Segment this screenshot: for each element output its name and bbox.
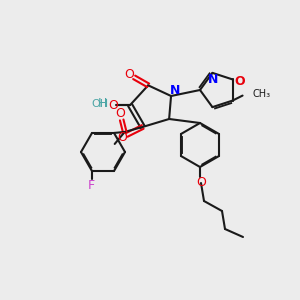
Text: F: F xyxy=(87,178,94,192)
Text: O: O xyxy=(108,99,118,112)
Text: OH: OH xyxy=(91,99,108,109)
Text: N: N xyxy=(208,74,219,86)
Text: H: H xyxy=(98,97,107,110)
Text: N: N xyxy=(170,85,180,98)
Text: CH₃: CH₃ xyxy=(253,88,271,99)
Text: O: O xyxy=(196,176,206,190)
Text: O: O xyxy=(124,68,134,81)
Text: O: O xyxy=(117,131,127,144)
Text: O: O xyxy=(234,75,245,88)
Text: O: O xyxy=(115,107,124,120)
